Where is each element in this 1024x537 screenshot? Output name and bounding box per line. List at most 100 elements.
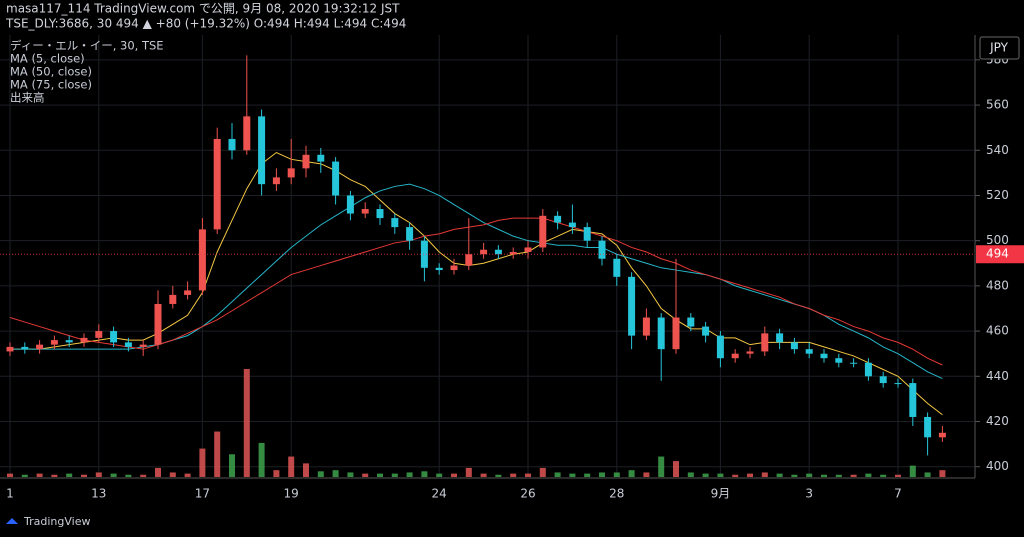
candle-body (139, 344, 147, 347)
volume-bar (21, 474, 28, 477)
volume-bar (569, 473, 576, 477)
candle-body (21, 346, 29, 350)
ma-line (9, 217, 943, 366)
volume-bar (288, 456, 295, 477)
candle-body (938, 432, 946, 438)
volume-bar (347, 472, 354, 477)
logo-icon (6, 518, 18, 524)
volume-bar (391, 473, 398, 477)
volume-bar (776, 473, 783, 477)
volume-bar (480, 473, 487, 477)
x-tick-label: 9月 (711, 487, 731, 501)
candle-body (509, 251, 517, 255)
volume-bar (362, 473, 369, 477)
candle-body (406, 227, 414, 241)
candle-body (50, 340, 58, 345)
volume-bar (658, 456, 665, 477)
volume-bar (7, 473, 13, 477)
y-tick-label: 460 (986, 324, 1009, 338)
y-tick-label: 560 (986, 98, 1009, 112)
volume-bar (214, 431, 221, 477)
currency-button[interactable] (979, 36, 1020, 60)
volume-bar (895, 474, 901, 477)
volume-bar (821, 474, 827, 477)
header-line1: masa117_114 TradingView.com で公開, 9月 08, … (6, 2, 400, 16)
candle-body (790, 342, 798, 350)
volume-bar (924, 472, 931, 477)
volume-bar (687, 472, 694, 477)
candle-body (613, 258, 621, 277)
last-price-label: 494 (986, 247, 1009, 261)
candle-body (272, 177, 280, 185)
candle-body (731, 353, 739, 359)
last-price-box (976, 245, 1024, 264)
x-tick-label: 1 (6, 487, 14, 501)
volume-bar (554, 472, 561, 477)
candle-body (198, 229, 206, 291)
volume-bar (51, 474, 58, 477)
volume-bar (303, 463, 309, 477)
volume-bar (673, 461, 679, 477)
volume-bar (125, 474, 132, 477)
volume-bar (332, 470, 339, 477)
candle-body (850, 362, 858, 364)
candle-body (346, 195, 354, 214)
candle-body (776, 333, 784, 343)
volume-bar (95, 472, 102, 477)
volume-bar (806, 473, 813, 477)
volume-bar (702, 473, 709, 477)
volume-bar (732, 474, 739, 477)
candle-body (716, 335, 724, 359)
volume-bar (525, 473, 531, 477)
volume-bar (761, 472, 768, 477)
candle-body (258, 116, 266, 185)
volume-bar (850, 474, 857, 477)
y-tick-label: 520 (986, 188, 1009, 202)
volume-bar (880, 474, 887, 477)
candle-body (317, 154, 325, 162)
candle-body (672, 317, 680, 350)
volume-bar (273, 470, 280, 477)
volume-bar (36, 473, 43, 477)
volume-bar (628, 470, 635, 477)
y-tick-label: 400 (986, 459, 1009, 473)
volume-bar (421, 471, 428, 477)
candle-body (213, 138, 221, 230)
candle-body (598, 240, 606, 259)
candle-body (657, 317, 665, 350)
candle-body (894, 383, 902, 385)
candle-body (568, 222, 576, 228)
volume-bar (169, 472, 176, 477)
x-tick-label: 17 (195, 487, 210, 501)
y-tick-label: 440 (986, 369, 1009, 383)
y-tick-label: 500 (986, 233, 1009, 247)
candle-body (420, 240, 428, 268)
candle-body (864, 362, 872, 377)
candle-body (628, 276, 636, 336)
volume-bar (465, 467, 472, 477)
volume-bar (155, 467, 161, 477)
candle-body (820, 353, 828, 359)
volume-bar (66, 473, 73, 477)
candle-body (924, 416, 932, 438)
volume-bar (865, 473, 872, 477)
candle-body (36, 344, 44, 350)
candle-body (80, 337, 88, 343)
candle-body (124, 342, 132, 347)
volume-bar (406, 472, 413, 477)
candle-body (376, 209, 384, 219)
header-line2: TSE_DLY:3686, 30 494 ▲ +80 (+19.32%) O:4… (5, 17, 406, 31)
volume-bar (599, 472, 605, 477)
candle-body (583, 227, 591, 241)
brand: TradingView (23, 515, 90, 528)
volume-bar (110, 473, 117, 477)
volume-bar (717, 473, 724, 477)
x-tick-label: 24 (432, 487, 447, 501)
x-tick-label: 3 (805, 487, 813, 501)
candle-body (465, 254, 473, 266)
candle-body (687, 317, 695, 327)
volume-bar (495, 474, 502, 477)
y-tick-label: 420 (986, 414, 1009, 428)
candle-body (554, 215, 562, 223)
